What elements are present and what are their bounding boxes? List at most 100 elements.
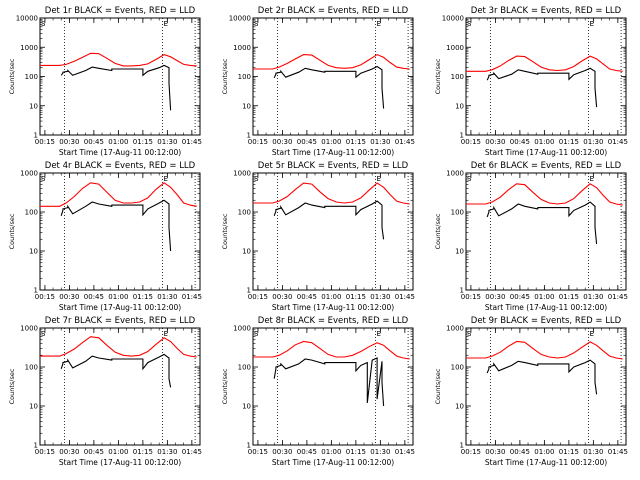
y-tick-label: 1 <box>247 442 251 450</box>
panel-title: Det 1r BLACK = Events, RED = LLD <box>45 6 196 16</box>
x-tick-label: 01:30 <box>157 448 177 456</box>
y-tick-label: 1 <box>460 132 464 140</box>
x-tick-label: 01:15 <box>133 293 153 301</box>
x-tick-label: 01:00 <box>321 293 341 301</box>
x-tick-label: 01:00 <box>321 448 341 456</box>
y-tick-label: 100 <box>25 209 38 217</box>
series-line-black-events <box>486 201 598 245</box>
y-tick-label: 100 <box>451 209 464 217</box>
x-tick-label: 00:45 <box>510 138 530 146</box>
plot-frame <box>465 172 627 291</box>
plot-frame <box>252 17 414 136</box>
y-tick-label: 1 <box>34 442 38 450</box>
y-tick-label: 1000 <box>233 170 251 178</box>
start-marker: S <box>467 330 472 338</box>
y-tick-label: 1000 <box>446 170 464 178</box>
y-tick-label: 10000 <box>229 15 251 23</box>
series-line-black-events <box>486 67 598 108</box>
x-tick-label: 01:45 <box>182 138 202 146</box>
panel-3: Det 3r BLACK = Events, RED = LLD Counts/s… <box>434 6 628 157</box>
x-tick-label: 00:45 <box>297 293 317 301</box>
x-tick-label: 00:30 <box>272 138 292 146</box>
x-tick-label: 00:30 <box>59 138 79 146</box>
x-tick-label: 00:15 <box>35 448 55 456</box>
x-tick-label: 00:30 <box>59 293 79 301</box>
series-line-black-events <box>273 65 385 109</box>
panel-5: Det 5r BLACK = Events, RED = LLD Counts/s… <box>221 161 415 312</box>
plot-frame <box>39 172 201 291</box>
y-axis-label: Counts/sec <box>8 213 16 249</box>
y-tick-label: 1 <box>460 442 464 450</box>
y-tick-label: 10 <box>29 248 38 256</box>
start-marker: S <box>467 20 472 28</box>
x-axis-label: Start Time (17-Aug-11 00:12:00) <box>59 148 181 157</box>
y-tick-label: 1000 <box>446 44 464 52</box>
y-tick-label: 1000 <box>20 44 38 52</box>
x-tick-label: 00:30 <box>485 448 505 456</box>
series-line-red-lld <box>253 53 410 70</box>
end-marker: E <box>376 20 380 28</box>
end-marker: E <box>163 20 167 28</box>
y-tick-label: 1000 <box>20 170 38 178</box>
start-marker: S <box>254 175 259 183</box>
x-axis-label: Start Time (17-Aug-11 00:12:00) <box>272 148 394 157</box>
start-marker: S <box>41 20 46 28</box>
panel-title: Det 7r BLACK = Events, RED = LLD <box>45 316 196 326</box>
x-tick-label: 01:00 <box>321 138 341 146</box>
plot-frame <box>39 327 201 446</box>
series-line-red-lld <box>40 336 197 358</box>
series-line-black-events <box>273 357 385 407</box>
x-tick-label: 01:00 <box>108 448 128 456</box>
y-tick-label: 10000 <box>16 15 38 23</box>
panel-title: Det 5r BLACK = Events, RED = LLD <box>258 161 409 171</box>
x-tick-label: 01:45 <box>395 293 415 301</box>
plot-frame <box>465 327 627 446</box>
x-tick-label: 01:30 <box>583 138 603 146</box>
x-tick-label: 01:45 <box>608 293 628 301</box>
y-tick-label: 1000 <box>20 325 38 333</box>
y-axis-label: Counts/sec <box>434 368 442 404</box>
y-tick-label: 1000 <box>233 325 251 333</box>
plot-frame <box>39 17 201 136</box>
x-tick-label: 00:15 <box>461 448 481 456</box>
y-axis-label: Counts/sec <box>221 368 229 404</box>
y-tick-label: 100 <box>238 364 251 372</box>
panel-title: Det 2r BLACK = Events, RED = LLD <box>258 6 409 16</box>
x-tick-label: 01:30 <box>157 293 177 301</box>
x-tick-label: 00:15 <box>248 138 268 146</box>
panel-title: Det 3r BLACK = Events, RED = LLD <box>471 6 622 16</box>
series-line-black-events <box>273 200 385 240</box>
y-tick-label: 1000 <box>446 325 464 333</box>
y-tick-label: 1 <box>247 132 251 140</box>
series-line-black-events <box>60 64 172 111</box>
x-tick-label: 01:45 <box>182 448 202 456</box>
x-tick-label: 00:30 <box>59 448 79 456</box>
x-tick-label: 01:45 <box>608 138 628 146</box>
x-tick-label: 00:45 <box>84 138 104 146</box>
y-tick-label: 1 <box>247 287 251 295</box>
y-tick-label: 10 <box>455 248 464 256</box>
y-axis-label: Counts/sec <box>434 58 442 94</box>
y-tick-label: 10 <box>29 102 38 110</box>
y-tick-label: 10000 <box>442 15 464 23</box>
series-line-red-lld <box>253 182 410 205</box>
x-tick-label: 00:30 <box>485 138 505 146</box>
panel-title: Det 6r BLACK = Events, RED = LLD <box>471 161 622 171</box>
y-tick-label: 10 <box>455 403 464 411</box>
series-line-red-lld <box>466 55 623 72</box>
x-tick-label: 00:45 <box>510 448 530 456</box>
panel-title: Det 4r BLACK = Events, RED = LLD <box>45 161 196 171</box>
y-axis-label: Counts/sec <box>434 213 442 249</box>
end-marker: E <box>163 175 167 183</box>
series-line-red-lld <box>466 340 623 360</box>
x-tick-label: 01:45 <box>182 293 202 301</box>
end-marker: E <box>589 330 593 338</box>
series-line-red-lld <box>253 340 410 360</box>
panel-title: Det 9r BLACK = Events, RED = LLD <box>471 316 622 326</box>
x-axis-label: Start Time (17-Aug-11 00:12:00) <box>485 458 607 467</box>
x-tick-label: 01:00 <box>108 293 128 301</box>
y-axis-label: Counts/sec <box>221 58 229 94</box>
x-tick-label: 01:30 <box>370 293 390 301</box>
y-axis-label: Counts/sec <box>221 213 229 249</box>
